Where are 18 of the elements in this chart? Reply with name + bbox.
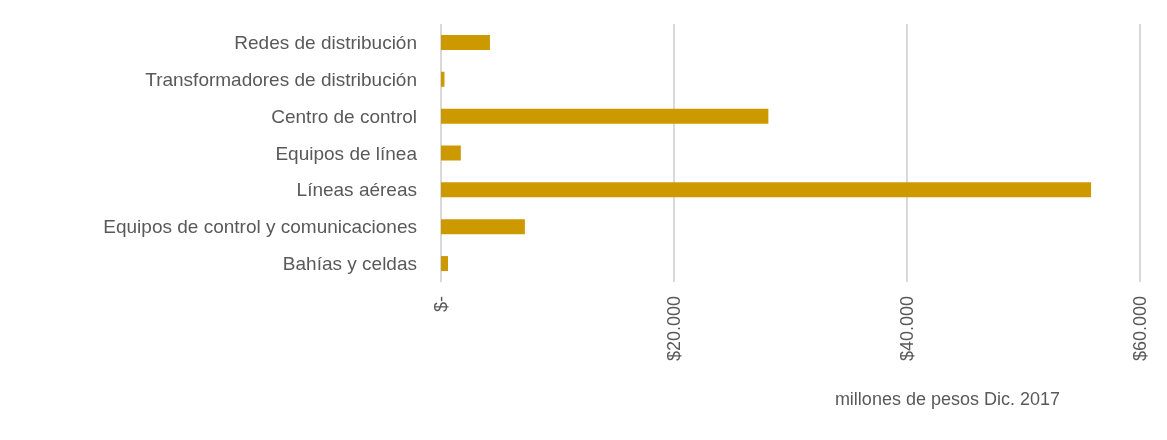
bar: [441, 108, 769, 124]
bar: [441, 219, 525, 235]
y-tick-label: Redes de distribución: [234, 31, 417, 53]
x-axis-title: millones de pesos Dic. 2017: [834, 389, 1060, 409]
x-tick-label: $40.000: [897, 296, 917, 362]
y-tick-label: Líneas aéreas: [296, 179, 417, 201]
y-tick-label: Bahías y celdas: [282, 253, 417, 275]
x-tick-label: $60.000: [1130, 296, 1150, 362]
bar: [441, 34, 490, 50]
y-tick-label: Transformadores de distribución: [145, 68, 417, 90]
y-tick-label: Centro de control: [271, 105, 417, 127]
bar: [441, 145, 461, 161]
y-tick-label: Equipos de control y comunicaciones: [103, 216, 417, 238]
x-tick-label: $-: [431, 296, 451, 313]
x-tick-label: $20.000: [664, 296, 684, 362]
bar: [441, 182, 1092, 198]
bar: [441, 256, 448, 272]
y-tick-label: Equipos de línea: [275, 142, 418, 164]
